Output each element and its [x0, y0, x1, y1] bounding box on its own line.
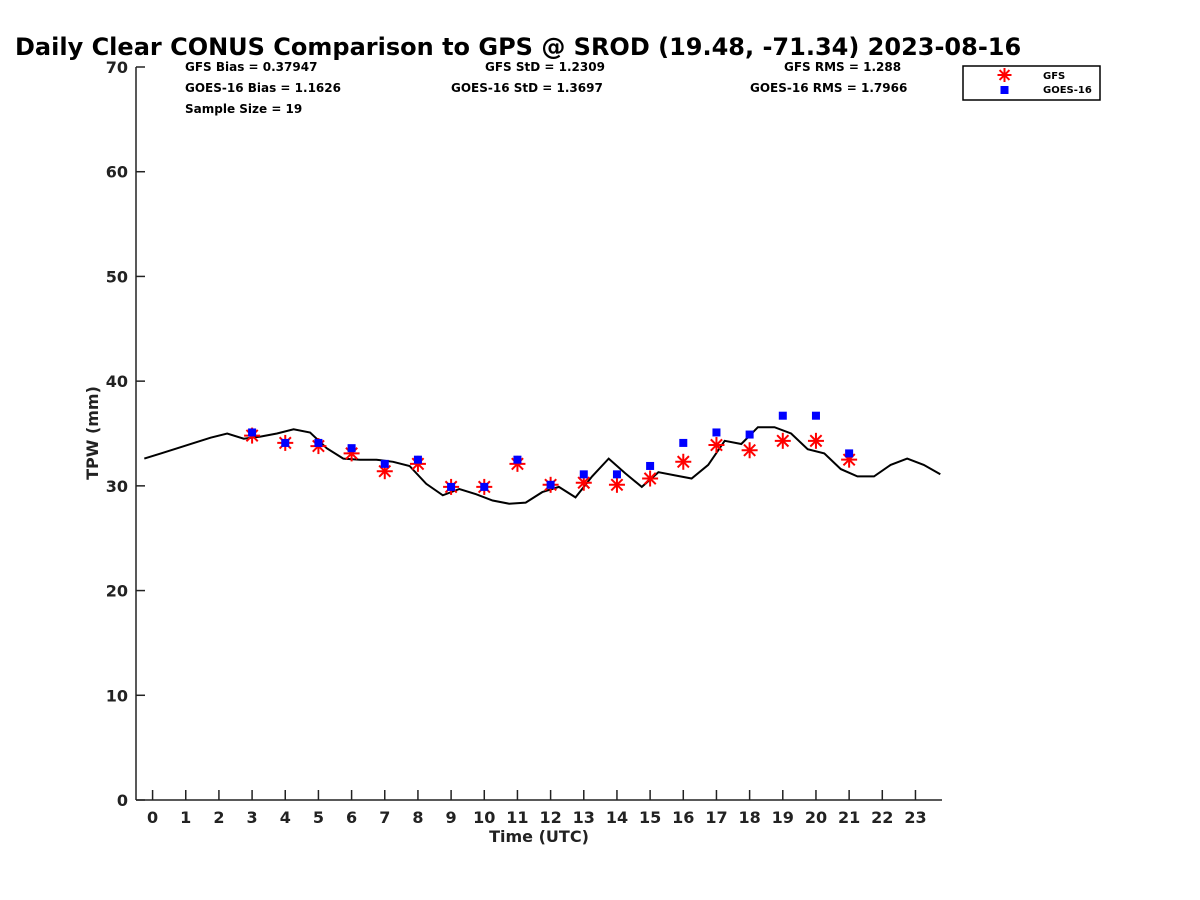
x-tick-label: 19 — [772, 808, 794, 827]
axes — [135, 67, 942, 801]
stats-panel: GFS Bias = 0.37947 GOES-16 Bias = 1.1626… — [185, 60, 907, 116]
legend-gfs-marker — [997, 68, 1012, 82]
gfs-rms-text: GFS RMS = 1.288 — [784, 60, 901, 74]
y-tick-label: 30 — [106, 477, 128, 496]
x-tick-label: 21 — [838, 808, 860, 827]
x-tick-label: 10 — [473, 808, 495, 827]
sample-size-text: Sample Size = 19 — [185, 102, 302, 116]
x-tick-label: 12 — [539, 808, 561, 827]
legend-goes-label: GOES-16 — [1043, 85, 1092, 96]
gfs-point — [642, 470, 659, 487]
x-tick-label: 13 — [573, 808, 595, 827]
chart-title: Daily Clear CONUS Comparison to GPS @ SR… — [15, 33, 1021, 61]
y-axis-label: TPW (mm) — [83, 386, 102, 480]
y-tick-label: 40 — [106, 372, 128, 391]
x-tick-label: 11 — [506, 808, 528, 827]
x-tick-label: 7 — [379, 808, 390, 827]
gfs-point — [575, 474, 592, 491]
x-tick-label: 1 — [180, 808, 191, 827]
goes-point — [712, 428, 721, 437]
goes-bias-text: GOES-16 Bias = 1.1626 — [185, 81, 341, 95]
plot-area — [144, 411, 941, 505]
goes-point — [513, 455, 522, 464]
y-tick-label: 10 — [106, 686, 128, 705]
goes-point — [281, 438, 290, 447]
x-tick-label: 0 — [147, 808, 158, 827]
x-tick-label: 23 — [904, 808, 926, 827]
gfs-point — [807, 432, 824, 449]
x-tick-label: 22 — [871, 808, 893, 827]
gfs-point — [608, 476, 625, 493]
x-tick-label: 17 — [705, 808, 727, 827]
gfs-point — [774, 432, 791, 449]
gps-line — [144, 426, 941, 505]
x-axis-ticks: 0 1 2 3 4 5 6 7 8 9 10 11 12 13 14 15 16 17 18 19 20 21 22 23 — [147, 790, 927, 827]
legend-box — [962, 65, 1101, 101]
x-tick-label: 9 — [446, 808, 457, 827]
goes-point — [248, 428, 257, 437]
x-tick-label: 15 — [639, 808, 661, 827]
legend: GFS GOES-16 — [962, 65, 1101, 101]
x-tick-label: 6 — [346, 808, 357, 827]
y-tick-label: 70 — [106, 58, 128, 77]
y-tick-label: 60 — [106, 163, 128, 182]
y-tick-label: 20 — [106, 582, 128, 601]
goes-point — [745, 430, 754, 439]
goes-point — [447, 482, 456, 491]
x-tick-label: 2 — [213, 808, 224, 827]
gfs-point — [708, 437, 725, 454]
goes-point — [646, 461, 655, 470]
y-tick-label: 50 — [106, 267, 128, 286]
x-tick-label: 14 — [606, 808, 628, 827]
x-tick-label: 5 — [313, 808, 324, 827]
goes-point — [546, 480, 555, 489]
x-tick-label: 18 — [738, 808, 760, 827]
gfs-point — [741, 442, 758, 459]
y-axis-ticks: 0 10 20 30 40 50 60 70 — [106, 58, 145, 810]
goes-point — [679, 438, 688, 447]
goes-point — [413, 455, 422, 464]
goes-point — [579, 470, 588, 479]
y-tick-label: 0 — [117, 791, 128, 810]
gfs-std-text: GFS StD = 1.2309 — [485, 60, 605, 74]
legend-gfs-label: GFS — [1043, 71, 1065, 82]
x-tick-label: 4 — [280, 808, 291, 827]
x-tick-label: 8 — [412, 808, 423, 827]
goes-std-text: GOES-16 StD = 1.3697 — [451, 81, 603, 95]
x-tick-label: 16 — [672, 808, 694, 827]
gfs-bias-text: GFS Bias = 0.37947 — [185, 60, 317, 74]
legend-gfs-asterisk — [997, 68, 1012, 82]
legend-goes-marker — [1000, 86, 1009, 94]
goes-point — [778, 411, 787, 420]
x-axis-label: Time (UTC) — [489, 827, 589, 846]
goes-point — [845, 449, 854, 458]
goes-point — [480, 482, 489, 491]
goes-rms-text: GOES-16 RMS = 1.7966 — [750, 81, 907, 95]
x-tick-label: 20 — [805, 808, 827, 827]
gfs-point — [675, 453, 692, 470]
goes-point — [811, 411, 820, 420]
x-tick-label: 3 — [247, 808, 258, 827]
goes-point — [314, 438, 323, 447]
goes-point — [612, 470, 621, 479]
goes-point — [347, 444, 356, 453]
goes-point — [380, 459, 389, 468]
